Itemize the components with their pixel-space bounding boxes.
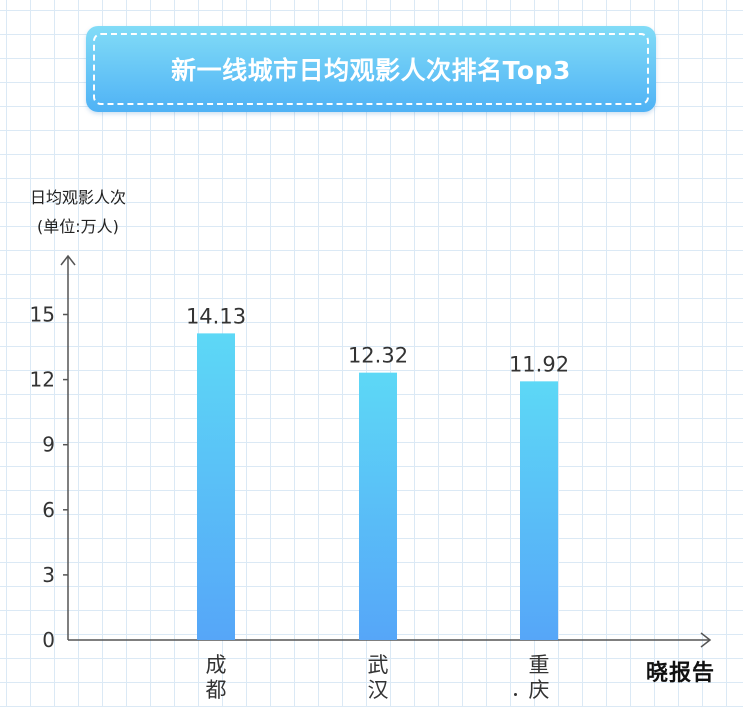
y-axis-unit: (单位:万人) bbox=[37, 217, 119, 236]
title-banner: 新一线城市日均观影人次排名Top3 bbox=[86, 26, 656, 112]
x-tick-label: 重庆 bbox=[529, 653, 550, 702]
y-tick-label: 0 bbox=[42, 628, 55, 652]
y-axis-arrow bbox=[60, 254, 76, 266]
y-tick-label: 6 bbox=[42, 498, 55, 522]
y-tick-label: 12 bbox=[30, 368, 55, 392]
bar-value-label: 14.13 bbox=[186, 304, 246, 328]
stray-dot bbox=[514, 693, 517, 696]
bar-value-label: 12.32 bbox=[348, 344, 408, 368]
bar bbox=[197, 333, 235, 640]
y-axis-label: 日均观影人次 bbox=[29, 188, 126, 207]
y-tick-label: 15 bbox=[30, 303, 55, 327]
x-tick-label: 成都 bbox=[206, 653, 227, 702]
bar bbox=[520, 381, 558, 640]
watermark-logo: 晓报告 bbox=[645, 661, 715, 686]
bar-value-label: 11.92 bbox=[509, 352, 569, 376]
x-axis-arrow bbox=[700, 632, 712, 648]
title-dashed-border bbox=[93, 33, 649, 105]
bar bbox=[359, 372, 397, 640]
y-tick-label: 3 bbox=[42, 563, 55, 587]
y-tick-label: 9 bbox=[42, 433, 55, 457]
x-tick-label: 武汉 bbox=[368, 653, 389, 702]
y-axis-label-block: 日均观影人次 (单位:万人) bbox=[22, 183, 134, 241]
chart-title: 新一线城市日均观影人次排名Top3 bbox=[171, 56, 571, 85]
